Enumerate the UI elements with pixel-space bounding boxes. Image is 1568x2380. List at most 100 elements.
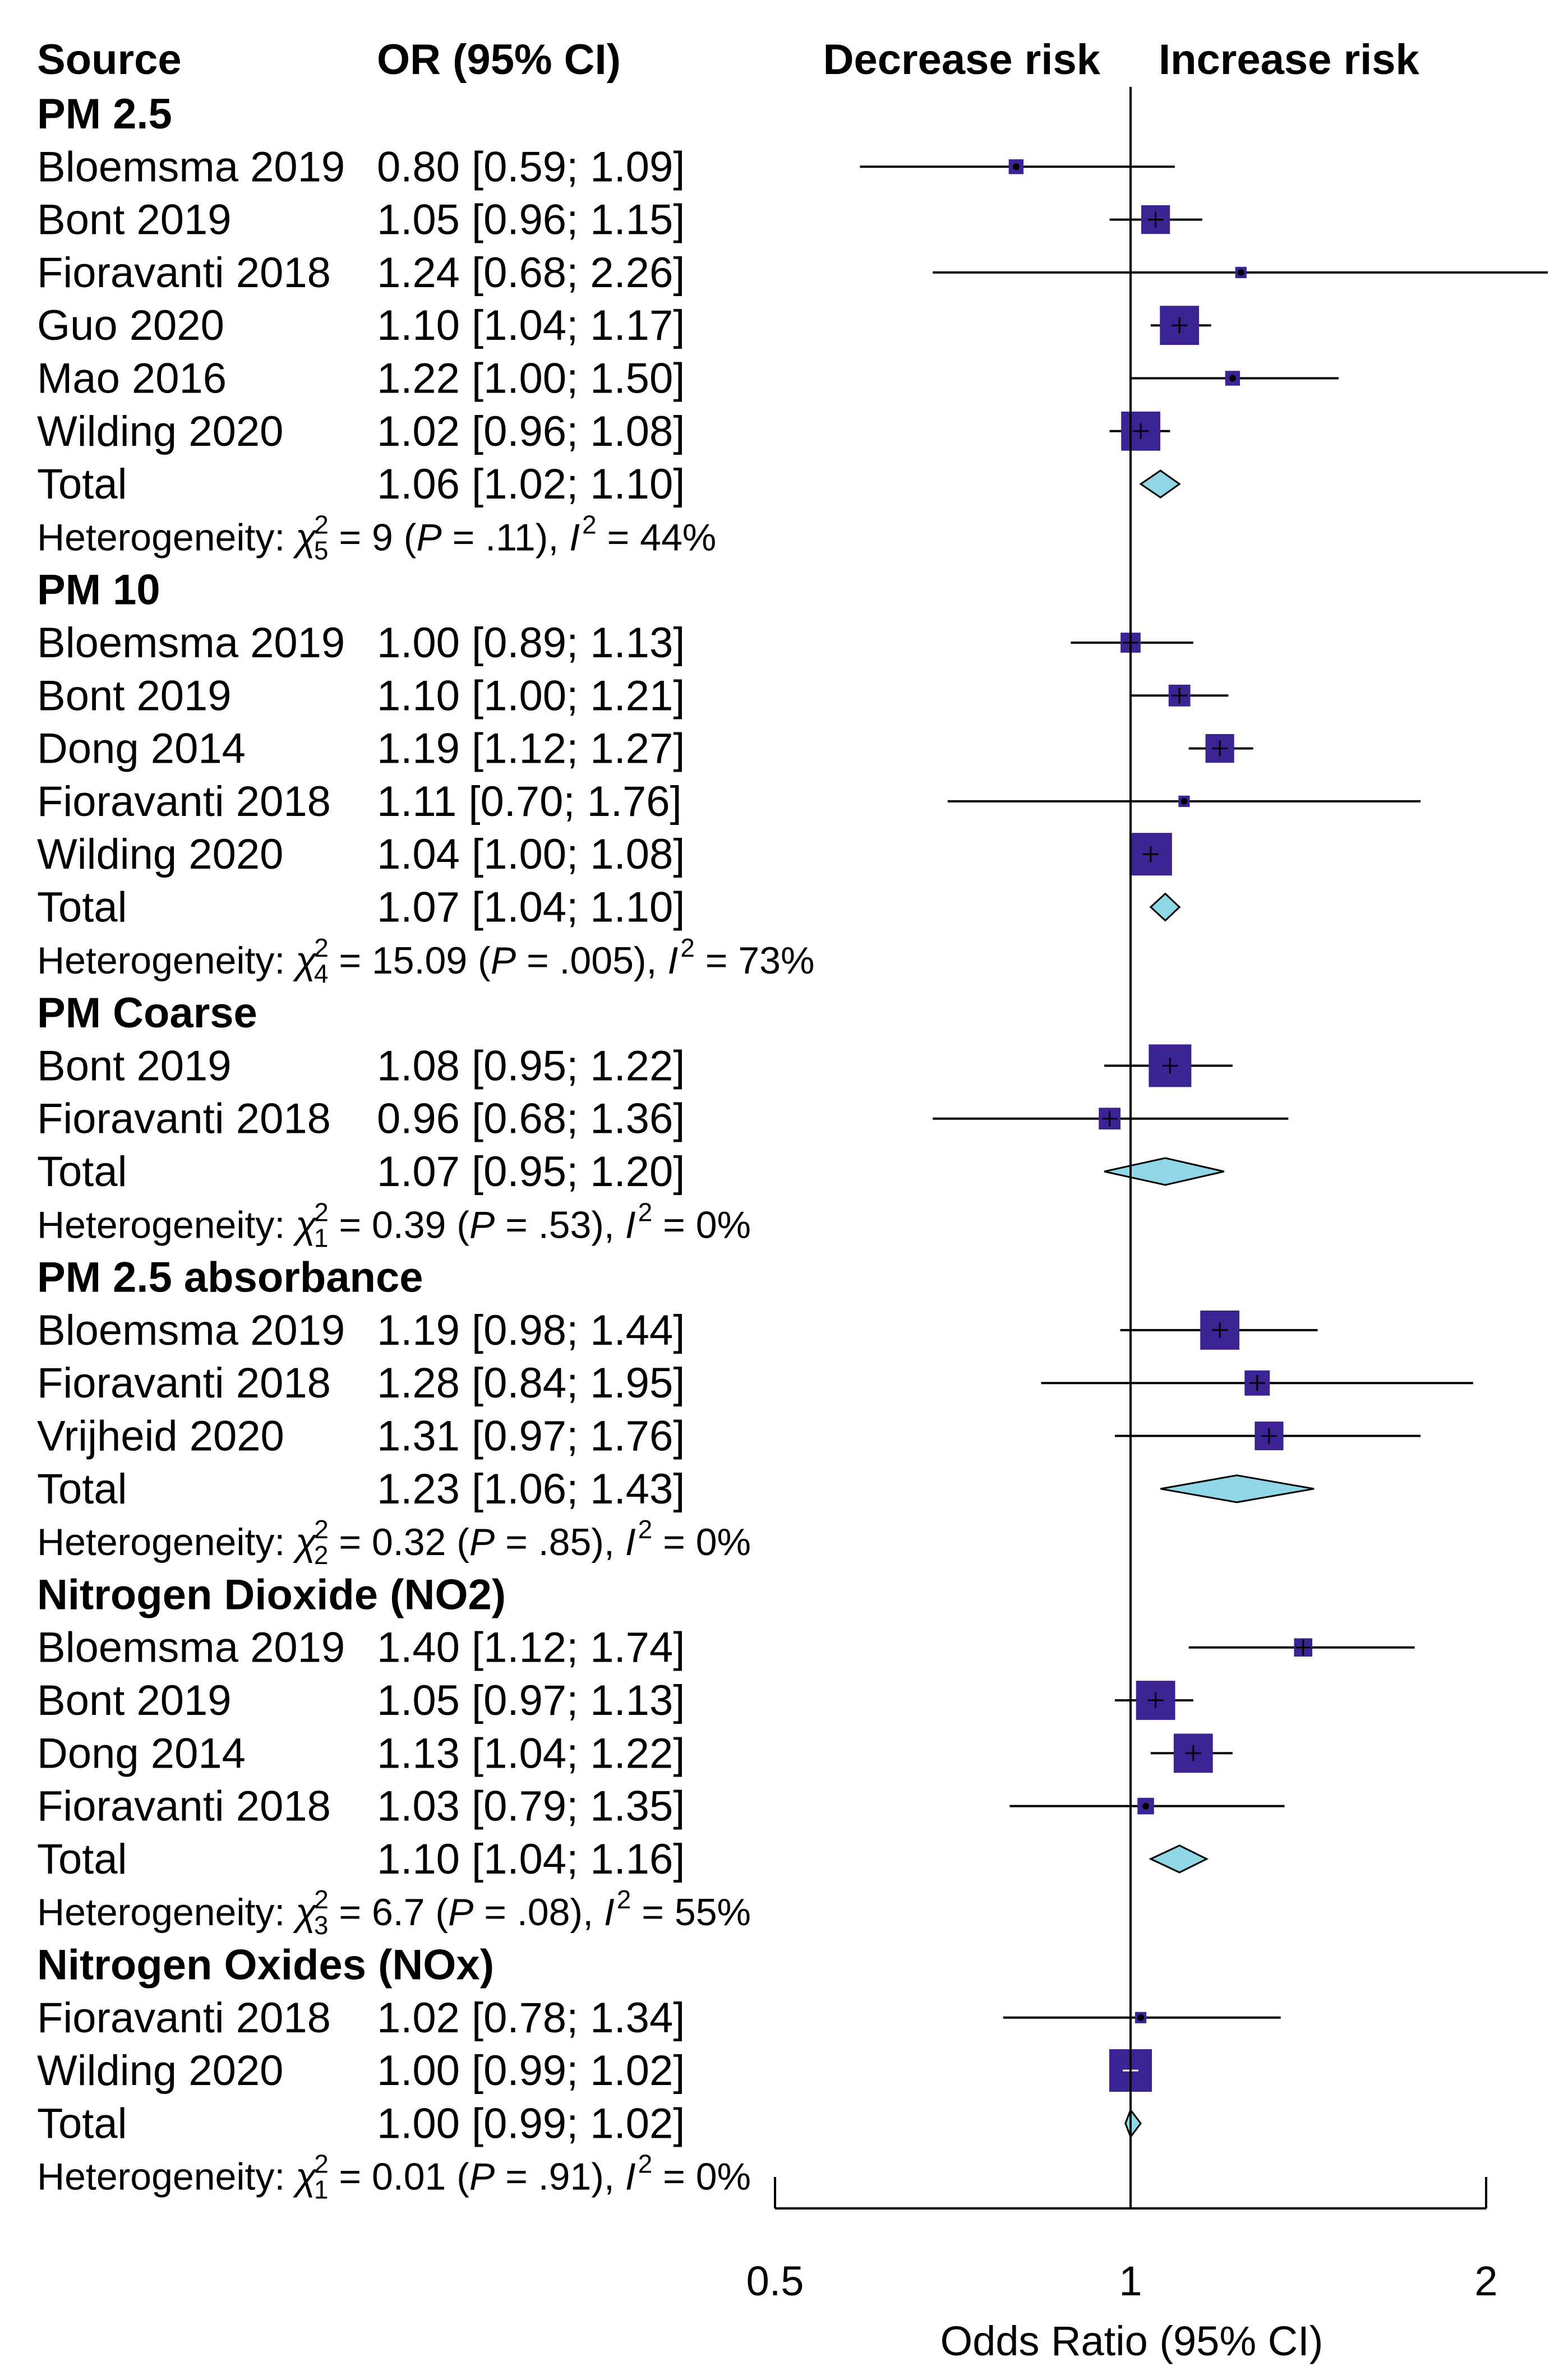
total-diamond: [1149, 1844, 1209, 1874]
heterogeneity-df: 4: [314, 959, 329, 988]
heterogeneity-p: P: [416, 516, 441, 559]
study-source: Bont 2019: [37, 672, 232, 719]
study-source: Wilding 2020: [37, 831, 283, 878]
heterogeneity-p: P: [469, 1521, 495, 1563]
study-source: Bont 2019: [37, 1677, 232, 1724]
heterogeneity-stat: = 0.39 (: [328, 1203, 469, 1246]
total-label: Total: [37, 1148, 127, 1196]
study-or-ci: 1.40 [1.12; 1.74]: [377, 1624, 685, 1672]
heterogeneity-i-sup: 2: [638, 2150, 653, 2179]
total-diamond: [1149, 892, 1181, 922]
heterogeneity-i-sup: 2: [638, 1197, 653, 1226]
study-or-ci: 1.02 [0.96; 1.08]: [377, 408, 685, 455]
x-tick-label: 1: [1119, 2258, 1142, 2304]
total-or-ci: 1.00 [0.99; 1.02]: [377, 2100, 685, 2147]
study-or-ci: 1.19 [0.98; 1.44]: [377, 1307, 685, 1354]
study-point-estimate: [1137, 2014, 1145, 2021]
total-label: Total: [37, 460, 127, 508]
forest-rows: PM 2.5 Bloemsma 2019 0.80 [0.59; 1.09] Bont…: [37, 90, 1548, 2204]
study-source: Bloemsma 2019: [37, 619, 345, 667]
study-or-ci: 1.03 [0.79; 1.35]: [377, 1783, 685, 1830]
total-label: Total: [37, 884, 127, 931]
heterogeneity-p-value: = .53),: [495, 1203, 625, 1246]
study-or-ci: 1.31 [0.97; 1.76]: [377, 1413, 685, 1460]
heterogeneity-chi-sup: 2: [314, 1515, 329, 1544]
study-source: Bont 2019: [37, 196, 232, 244]
heterogeneity-df: 5: [314, 536, 329, 565]
header-decrease-risk: Decrease risk: [823, 36, 1101, 84]
study-or-ci: 1.08 [0.95; 1.22]: [377, 1042, 685, 1090]
total-or-ci: 1.10 [1.04; 1.16]: [377, 1835, 685, 1883]
study-source: Fioravanti 2018: [37, 1095, 331, 1143]
study-source: Guo 2020: [37, 302, 224, 349]
heterogeneity-i-value: = 0%: [652, 1203, 751, 1246]
study-point-estimate: [1142, 1802, 1150, 1810]
heterogeneity-i: I: [667, 939, 678, 982]
heterogeneity-df: 3: [314, 1911, 329, 1940]
study-source: Mao 2016: [37, 355, 227, 403]
study-or-ci: 1.22 [1.00; 1.50]: [377, 355, 685, 403]
study-source: Fioravanti 2018: [37, 249, 331, 297]
heterogeneity-i: I: [569, 516, 580, 559]
x-axis: 0.5 1 2 Odds Ratio (95% CI): [746, 87, 1498, 2364]
heterogeneity-stat: = 0.01 (: [328, 2156, 469, 2198]
group-title: PM Coarse: [37, 989, 257, 1037]
heterogeneity-i-value: = 0%: [652, 1521, 751, 1563]
study-or-ci: 1.10 [1.00; 1.21]: [377, 672, 685, 719]
heterogeneity-df: 1: [314, 2175, 329, 2204]
study-or-ci: 1.00 [0.99; 1.02]: [377, 2047, 685, 2095]
study-source: Fioravanti 2018: [37, 1783, 331, 1830]
heterogeneity-p: P: [469, 1203, 495, 1246]
heterogeneity-chi-sup: 2: [314, 1197, 329, 1226]
heterogeneity-text: Heterogeneity: χ2 5 = 9 (P = .11), I2 = 4…: [37, 510, 716, 565]
study-or-ci: 1.04 [1.00; 1.08]: [377, 831, 685, 878]
heterogeneity-chi: χ: [293, 1203, 317, 1246]
heterogeneity-chi-sup: 2: [314, 933, 329, 962]
total-diamond: [1104, 1157, 1225, 1186]
heterogeneity-text: Heterogeneity: χ2 4 = 15.09 (P = .005), I…: [37, 933, 814, 988]
total-label: Total: [37, 1835, 127, 1883]
study-source: Bloemsma 2019: [37, 1624, 345, 1672]
study-or-ci: 1.28 [0.84; 1.95]: [377, 1359, 685, 1407]
heterogeneity-text: Heterogeneity: χ2 2 = 0.32 (P = .85), I2 …: [37, 1515, 751, 1570]
heterogeneity-i-value: = 44%: [597, 516, 717, 559]
total-label: Total: [37, 2100, 127, 2147]
group-title: Nitrogen Oxides (NOx): [37, 1941, 494, 1989]
study-point-estimate: [1012, 163, 1020, 170]
study-or-ci: 1.02 [0.78; 1.34]: [377, 1994, 685, 2042]
heterogeneity-p: P: [491, 939, 516, 982]
study-or-ci: 0.80 [0.59; 1.09]: [377, 143, 685, 191]
study-point-estimate: [1229, 375, 1236, 382]
heterogeneity-chi-sup: 2: [314, 510, 329, 539]
heterogeneity-i-sup: 2: [680, 933, 695, 962]
heterogeneity-p-value: = .91),: [495, 2156, 625, 2198]
heterogeneity-i: I: [625, 1521, 636, 1563]
heterogeneity-chi: χ: [293, 2156, 317, 2198]
heterogeneity-p-value: = .005),: [516, 939, 667, 982]
study-point-estimate: [1180, 797, 1188, 805]
heterogeneity-i-sup: 2: [617, 1885, 631, 1914]
heterogeneity-label: Heterogeneity:: [37, 1521, 296, 1563]
study-or-ci: 1.11 [0.70; 1.76]: [377, 778, 682, 825]
heterogeneity-df: 2: [314, 1540, 329, 1570]
heterogeneity-chi: χ: [293, 516, 317, 559]
study-source: Dong 2014: [37, 725, 246, 773]
heterogeneity-label: Heterogeneity:: [37, 516, 296, 559]
heterogeneity-i: I: [625, 2156, 636, 2198]
study-source: Bloemsma 2019: [37, 1307, 345, 1354]
study-or-ci: 1.05 [0.97; 1.13]: [377, 1677, 685, 1724]
heterogeneity-stat: = 6.7 (: [328, 1891, 448, 1934]
heterogeneity-label: Heterogeneity:: [37, 939, 296, 982]
study-or-ci: 1.19 [1.12; 1.27]: [377, 725, 685, 773]
total-or-ci: 1.23 [1.06; 1.43]: [377, 1465, 685, 1513]
total-or-ci: 1.07 [0.95; 1.20]: [377, 1148, 685, 1196]
header-source: Source: [37, 36, 182, 84]
total-or-ci: 1.06 [1.02; 1.10]: [377, 460, 685, 508]
heterogeneity-label: Heterogeneity:: [37, 1891, 296, 1934]
heterogeneity-p-value: = .11),: [442, 516, 569, 559]
group-title: Nitrogen Dioxide (NO2): [37, 1571, 506, 1618]
heterogeneity-chi-sup: 2: [314, 2150, 329, 2179]
heterogeneity-text: Heterogeneity: χ2 1 = 0.01 (P = .91), I2 …: [37, 2150, 751, 2204]
study-source: Bont 2019: [37, 1042, 232, 1090]
